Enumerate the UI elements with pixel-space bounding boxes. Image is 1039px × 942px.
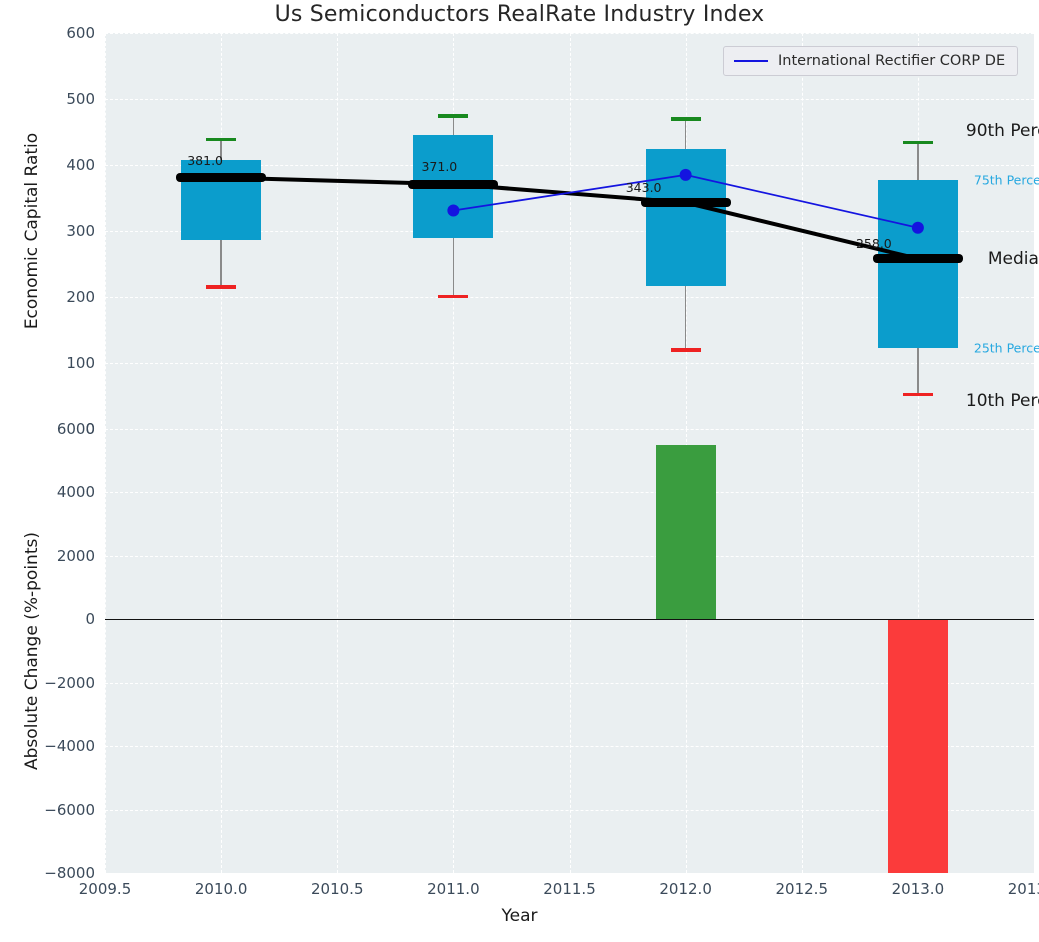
top-y-axis-label: Economic Capital Ratio — [22, 132, 42, 330]
box-iqr — [645, 148, 726, 286]
gridline-vertical — [105, 429, 106, 873]
gridline-vertical — [685, 429, 687, 873]
y-tick-label: −2000 — [44, 673, 95, 692]
zero-reference-line — [105, 619, 1034, 621]
x-tick-label: 2012.5 — [775, 880, 829, 898]
annotation-25th-percentile: 25th Percentile — [973, 340, 1039, 356]
gridline-vertical — [801, 429, 803, 873]
annotation-75th-percentile: 75th Percentile — [973, 172, 1039, 188]
gridline-vertical — [801, 33, 803, 429]
legend-label: International Rectifier CORP DE — [778, 53, 1006, 69]
gridline-vertical — [1034, 429, 1035, 873]
whisker-cap-10th — [670, 348, 701, 352]
y-tick-label: −6000 — [44, 800, 95, 819]
gridline-horizontal — [105, 873, 1034, 874]
gridline-vertical — [105, 33, 106, 429]
box-iqr — [877, 179, 958, 349]
whisker-cap-10th — [438, 295, 469, 299]
change-bar — [655, 444, 716, 620]
median-value-label: 343.0 — [625, 179, 662, 195]
gridline-vertical — [337, 429, 339, 873]
median-bar — [176, 173, 267, 183]
x-tick-label: 2013.5 — [1007, 880, 1039, 898]
annotation-90th-percentile: 90th Percentile — [965, 120, 1039, 141]
y-tick-label: 6000 — [56, 420, 95, 438]
y-tick-label: 0 — [85, 610, 95, 629]
y-tick-label: 100 — [66, 354, 95, 372]
page-title: Us Semiconductors RealRate Industry Inde… — [274, 2, 765, 27]
y-tick-label: 600 — [66, 24, 95, 42]
median-bar — [640, 198, 731, 208]
legend[interactable]: International Rectifier CORP DE — [723, 46, 1019, 76]
median-value-label: 381.0 — [187, 152, 224, 168]
y-tick-label: 400 — [66, 156, 95, 174]
annotation-10th-percentile: 10th Percentile — [965, 390, 1039, 411]
x-tick-label: 2012.0 — [659, 880, 712, 898]
y-tick-label: 300 — [66, 222, 95, 240]
whisker-cap-90th — [902, 140, 933, 144]
whisker-cap-90th — [438, 114, 469, 118]
gridline-vertical — [569, 33, 571, 429]
y-tick-label: −4000 — [44, 737, 95, 756]
median-value-label: 258.0 — [855, 235, 892, 251]
gridline-vertical — [337, 33, 339, 429]
y-tick-label: −8000 — [44, 864, 95, 882]
y-tick-label: 0 — [85, 420, 95, 438]
bottom-y-axis-label: Absolute Change (%-points) — [22, 532, 42, 770]
x-tick-label: 2010.5 — [311, 880, 364, 898]
median-value-label: 371.0 — [421, 159, 458, 175]
gridline-vertical — [221, 429, 223, 873]
whisker-cap-90th — [206, 137, 237, 142]
change-bar — [887, 619, 948, 873]
y-tick-label: 500 — [66, 90, 95, 108]
gridline-vertical — [1034, 33, 1035, 429]
whisker-cap-90th — [670, 117, 701, 121]
annotation-median: Median — [987, 248, 1039, 269]
gridline-vertical — [569, 429, 571, 873]
x-tick-label: 2010.0 — [194, 880, 248, 898]
gridline-vertical — [453, 429, 455, 873]
x-tick-label: 2011.0 — [427, 880, 480, 898]
y-tick-label: 200 — [66, 288, 95, 306]
whisker-cap-10th — [206, 285, 237, 289]
x-axis-label: Year — [501, 906, 538, 926]
median-bar — [408, 179, 499, 189]
y-tick-label: 2000 — [56, 546, 95, 565]
median-bar — [872, 254, 963, 264]
x-tick-label: 2009.5 — [78, 880, 132, 898]
legend-line-swatch-icon — [734, 60, 768, 62]
x-tick-label: 2011.5 — [543, 880, 596, 898]
whisker-cap-10th — [902, 392, 933, 397]
y-tick-label: 4000 — [56, 483, 95, 502]
x-tick-label: 2013.0 — [891, 880, 945, 898]
